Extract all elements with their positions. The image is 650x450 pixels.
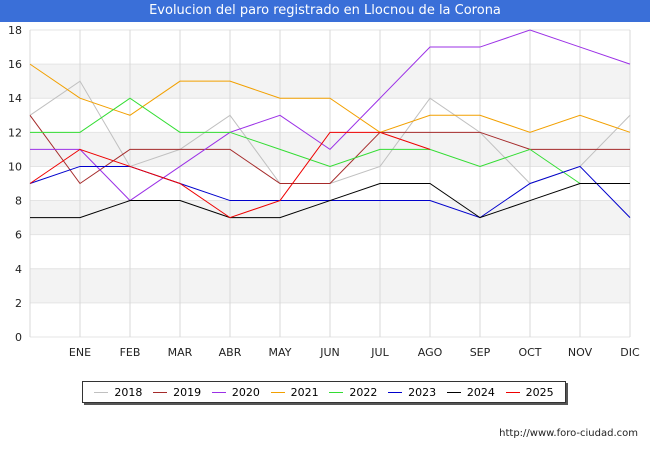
legend-item-2024: 2024 (446, 385, 495, 399)
legend-item-2019: 2019 (153, 386, 201, 399)
x-tick-label: AGO (418, 346, 443, 359)
legend-item-2018: 2018 (94, 386, 142, 399)
legend-swatch (446, 391, 461, 393)
x-tick-label: MAY (269, 346, 292, 359)
x-tick-label: FEB (120, 346, 141, 359)
y-tick-label: 12 (8, 126, 22, 139)
legend-swatch (153, 391, 168, 393)
legend-label: 2024 (466, 385, 495, 399)
x-tick-label: OCT (518, 346, 541, 359)
y-tick-label: 14 (8, 92, 22, 105)
series-line-2022 (30, 97, 581, 184)
x-tick-label: MAR (168, 346, 193, 359)
legend-label: 2020 (231, 385, 260, 399)
x-tick-label: SEP (470, 346, 491, 359)
series-lines (29, 29, 631, 219)
legend-swatch (329, 391, 344, 393)
x-tick-label: ABR (219, 346, 242, 359)
y-tick-label: 6 (15, 229, 22, 242)
series-line-2025 (29, 131, 431, 219)
legend-swatch (94, 391, 109, 393)
legend-label: 2022 (349, 385, 378, 399)
legend-label: 2021 (290, 385, 319, 399)
y-tick-label: 18 (8, 24, 22, 37)
x-tick-label: ENE (69, 346, 91, 359)
series-line-2024 (30, 183, 630, 219)
legend-label: 2023 (408, 385, 437, 399)
legend-swatch (270, 391, 285, 393)
y-tick-label: 16 (8, 58, 22, 71)
series-line-2021 (29, 63, 631, 133)
legend-swatch (388, 391, 403, 393)
legend-item-2020: 2020 (211, 385, 260, 399)
y-axis-ticks: 0 2 4 6 8 10 12 14 16 18 (8, 24, 22, 344)
chart-title: Evolucion del paro registrado en Llocnou… (0, 0, 650, 22)
x-axis-ticks: ENE FEB MAR ABR MAY JUN JUL AGO SEP OCT NOV DIC (69, 346, 640, 359)
source-credit: http://www.foro-ciudad.com (499, 428, 638, 439)
x-tick-label: DIC (620, 346, 640, 359)
legend-item-2025: 2025 (505, 385, 554, 399)
x-tick-label: NOV (568, 346, 593, 359)
y-tick-label: 8 (15, 195, 22, 208)
x-tick-label: JUL (370, 346, 389, 359)
legend-label: 2018 (114, 385, 143, 399)
y-tick-label: 2 (15, 297, 22, 310)
chart-legend: 2018 2019 2020 2021 2022 2023 2024 2025 (82, 381, 566, 403)
legend-item-2021: 2021 (270, 385, 319, 399)
legend-label: 2025 (525, 385, 554, 399)
y-tick-label: 4 (15, 263, 22, 276)
legend-swatch (211, 391, 226, 393)
y-tick-label: 0 (15, 331, 22, 344)
x-tick-label: JUN (319, 346, 340, 359)
legend-label: 2019 (173, 385, 202, 399)
y-tick-label: 10 (8, 160, 22, 173)
legend-item-2023: 2023 (388, 386, 436, 399)
legend-swatch (505, 391, 520, 393)
legend-item-2022: 2022 (329, 386, 377, 399)
